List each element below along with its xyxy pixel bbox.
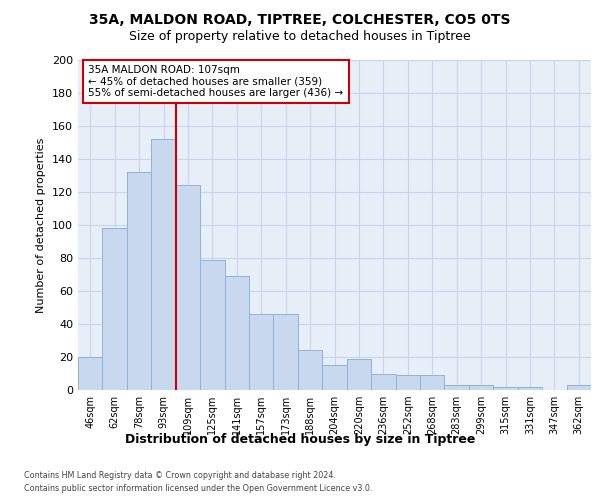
- Bar: [469, 385, 493, 390]
- Bar: [420, 375, 445, 390]
- Bar: [200, 260, 224, 390]
- Text: Size of property relative to detached houses in Tiptree: Size of property relative to detached ho…: [129, 30, 471, 43]
- Bar: [274, 314, 298, 390]
- Bar: [371, 374, 395, 390]
- Y-axis label: Number of detached properties: Number of detached properties: [37, 138, 46, 312]
- Text: Contains public sector information licensed under the Open Government Licence v3: Contains public sector information licen…: [24, 484, 373, 493]
- Bar: [347, 358, 371, 390]
- Bar: [322, 365, 347, 390]
- Bar: [78, 357, 103, 390]
- Text: Distribution of detached houses by size in Tiptree: Distribution of detached houses by size …: [125, 432, 475, 446]
- Bar: [103, 228, 127, 390]
- Bar: [445, 385, 469, 390]
- Text: Contains HM Land Registry data © Crown copyright and database right 2024.: Contains HM Land Registry data © Crown c…: [24, 471, 336, 480]
- Text: 35A, MALDON ROAD, TIPTREE, COLCHESTER, CO5 0TS: 35A, MALDON ROAD, TIPTREE, COLCHESTER, C…: [89, 12, 511, 26]
- Text: 35A MALDON ROAD: 107sqm
← 45% of detached houses are smaller (359)
55% of semi-d: 35A MALDON ROAD: 107sqm ← 45% of detache…: [88, 65, 343, 98]
- Bar: [566, 385, 591, 390]
- Bar: [224, 276, 249, 390]
- Bar: [127, 172, 151, 390]
- Bar: [249, 314, 274, 390]
- Bar: [176, 186, 200, 390]
- Bar: [518, 386, 542, 390]
- Bar: [493, 386, 518, 390]
- Bar: [395, 375, 420, 390]
- Bar: [298, 350, 322, 390]
- Bar: [151, 139, 176, 390]
